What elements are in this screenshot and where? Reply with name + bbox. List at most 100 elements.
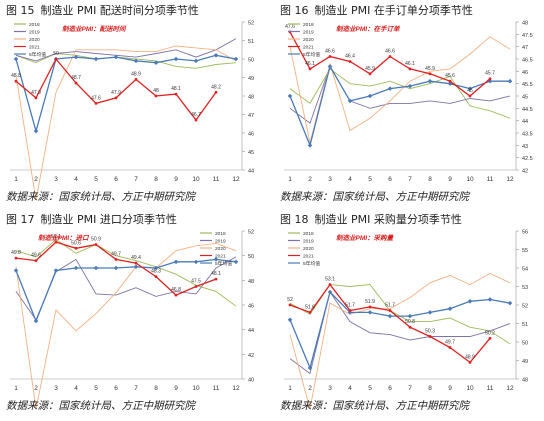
y-tick-label: 50 bbox=[248, 58, 254, 64]
avg5-point bbox=[53, 268, 59, 273]
legend-label: 2018 bbox=[29, 22, 40, 28]
legend-label: 2020 bbox=[215, 246, 226, 252]
avg5-point bbox=[13, 56, 19, 62]
y-tick-label: 48 bbox=[522, 21, 528, 27]
legend-label: 2018 bbox=[215, 231, 226, 237]
x-tick-label: 8 bbox=[428, 385, 432, 392]
x-tick-label: 9 bbox=[448, 176, 452, 183]
y-tick-label: 46.5 bbox=[522, 58, 533, 64]
avg5-point bbox=[13, 268, 19, 273]
avg5-point bbox=[427, 310, 433, 315]
figure-number: 图 15 bbox=[6, 4, 35, 17]
avg5-point bbox=[93, 56, 99, 62]
x-tick-label: 7 bbox=[408, 176, 412, 183]
2021-point bbox=[488, 77, 492, 81]
y-tick-label: 46 bbox=[248, 132, 254, 138]
legend-label: 2020 bbox=[29, 37, 40, 43]
data-label-2021: 47.6 bbox=[285, 24, 295, 30]
series-line-avg5 bbox=[15, 258, 237, 323]
data-label-2021: 52 bbox=[287, 297, 293, 303]
data-label-2021: 46.4 bbox=[345, 53, 355, 59]
data-label-2021: 48.8 bbox=[11, 73, 21, 79]
avg5-point bbox=[387, 313, 393, 319]
legend-label: 2020 bbox=[303, 37, 314, 43]
data-label-2021: 48.2 bbox=[211, 84, 221, 90]
figure-number: 图 17 bbox=[6, 213, 35, 226]
x-tick-label: 7 bbox=[134, 385, 138, 392]
2021-point bbox=[348, 309, 352, 312]
x-tick-label: 8 bbox=[154, 176, 158, 183]
legend-label: 2019 bbox=[215, 239, 226, 245]
2021-point bbox=[94, 243, 98, 246]
data-label-2021: 47.9 bbox=[111, 90, 121, 96]
title-text: 制造业 PMI 采购量分项季节性 bbox=[314, 213, 462, 226]
y-tick-label: 50 bbox=[248, 254, 254, 260]
data-label-2021: 49.7 bbox=[111, 251, 121, 257]
data-label-2021: 48.7 bbox=[71, 75, 81, 81]
data-label-2021: 47.6 bbox=[91, 95, 101, 101]
x-tick-label: 9 bbox=[448, 385, 452, 392]
series-line-2020 bbox=[289, 272, 511, 410]
x-tick-label: 1 bbox=[288, 385, 292, 392]
y-tick-label: 53 bbox=[522, 285, 528, 291]
data-label-2021: 46.6 bbox=[385, 49, 395, 55]
avg5-point bbox=[387, 86, 393, 91]
x-tick-label: 10 bbox=[466, 176, 474, 183]
chart-title: 图 16 制造业 PMI 在手订单分项季节性 bbox=[280, 2, 473, 18]
y-tick-label: 51 bbox=[522, 322, 528, 328]
2021-point bbox=[388, 55, 392, 58]
2021-point bbox=[468, 360, 472, 364]
y-tick-label: 43.5 bbox=[522, 132, 533, 138]
figure-number: 图 16 bbox=[280, 4, 309, 17]
y-tick-label: 44 bbox=[522, 119, 528, 125]
x-tick-label: 12 bbox=[232, 385, 240, 392]
2021-point bbox=[174, 92, 178, 96]
2021-point bbox=[114, 257, 118, 261]
chart-annotation: 制造业PMI：在手订单 bbox=[336, 25, 400, 33]
x-tick-label: 8 bbox=[428, 176, 432, 183]
data-label-2021: 48.3 bbox=[151, 269, 161, 275]
data-label-2021: 49.4 bbox=[131, 255, 141, 261]
avg5-point bbox=[73, 265, 79, 271]
avg5-point bbox=[487, 297, 493, 302]
x-tick-label: 11 bbox=[213, 176, 220, 183]
avg5-point bbox=[233, 259, 239, 265]
data-label-2021: 45.7 bbox=[485, 71, 495, 77]
x-tick-label: 12 bbox=[232, 176, 240, 183]
series-line-2021 bbox=[289, 283, 491, 364]
y-tick-label: 42.5 bbox=[522, 156, 533, 162]
2021-point bbox=[448, 79, 452, 83]
2021-point bbox=[194, 118, 198, 122]
data-label-2021: 45.9 bbox=[365, 66, 375, 72]
data-label-2021: 47.5 bbox=[191, 279, 201, 285]
chart-annotation: 制造业PMI：进口 bbox=[38, 234, 90, 242]
avg5-point bbox=[367, 310, 373, 315]
chart-panel-16: 图 16 制造业 PMI 在手订单分项季节性 42 42.5 43 43.5 44 44.5… bbox=[276, 2, 542, 210]
y-tick-label: 46 bbox=[248, 304, 254, 310]
2021-point bbox=[134, 77, 138, 81]
y-tick-label: 44 bbox=[248, 328, 254, 334]
avg5-point bbox=[287, 93, 293, 99]
2021-point bbox=[448, 346, 452, 349]
2021-point bbox=[288, 303, 292, 307]
y-tick-label: 46 bbox=[522, 70, 528, 76]
legend-label: 5年均值 bbox=[215, 260, 232, 267]
series-line-2019 bbox=[15, 38, 237, 62]
data-label-2021: 51.9 bbox=[365, 299, 375, 305]
data-label-2021: 50.3 bbox=[425, 328, 435, 334]
x-tick-label: 2 bbox=[308, 385, 312, 392]
title-text: 制造业 PMI 配送时间分项季节性 bbox=[40, 4, 199, 17]
legend-label: 2021 bbox=[303, 45, 314, 51]
y-tick-label: 48 bbox=[248, 95, 254, 101]
y-tick-label: 52 bbox=[248, 21, 254, 27]
2021-point bbox=[368, 305, 372, 309]
legend-label: 2019 bbox=[29, 30, 40, 36]
y-tick-label: 40 bbox=[248, 378, 254, 384]
avg5-point bbox=[133, 58, 139, 64]
chart-panel-18: 图 18 制造业 PMI 采购量分项季节性 48 49 50 51 52 53 54 55 56 1… bbox=[276, 211, 542, 419]
x-tick-label: 6 bbox=[388, 385, 392, 392]
avg5-point bbox=[213, 53, 219, 58]
